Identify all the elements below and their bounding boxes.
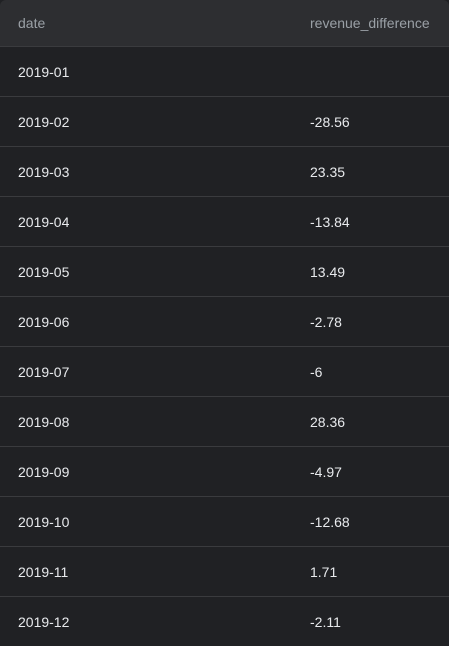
revenue-difference-cell: -2.11: [310, 613, 341, 630]
date-cell: 2019-12: [18, 613, 70, 630]
date-cell: 2019-09: [18, 463, 70, 480]
date-cell: 2019-01: [18, 63, 70, 80]
revenue-difference-cell: -2.78: [310, 313, 342, 330]
table-row[interactable]: 2019-02 -28.56: [0, 97, 449, 147]
table-row[interactable]: 2019-11 1.71: [0, 547, 449, 597]
column-header-revenue-difference[interactable]: revenue_difference: [310, 15, 430, 31]
revenue-difference-cell: 1.71: [310, 563, 338, 580]
revenue-difference-cell: -12.68: [310, 513, 350, 530]
date-cell: 2019-06: [18, 313, 70, 330]
table-row[interactable]: 2019-05 13.49: [0, 247, 449, 297]
table-row[interactable]: 2019-06 -2.78: [0, 297, 449, 347]
revenue-difference-cell: -13.84: [310, 213, 350, 230]
date-cell: 2019-08: [18, 413, 70, 430]
table-row[interactable]: 2019-08 28.36: [0, 397, 449, 447]
date-cell: 2019-03: [18, 163, 70, 180]
table-row[interactable]: 2019-01: [0, 47, 449, 97]
revenue-difference-cell: -28.56: [310, 113, 350, 130]
table-row[interactable]: 2019-12 -2.11: [0, 597, 449, 646]
date-cell: 2019-02: [18, 113, 70, 130]
table-row[interactable]: 2019-10 -12.68: [0, 497, 449, 547]
date-cell: 2019-05: [18, 263, 70, 280]
revenue-difference-cell: -6: [310, 363, 323, 380]
revenue-difference-cell: 23.35: [310, 163, 346, 180]
table-header: date revenue_difference: [0, 0, 449, 47]
column-header-date[interactable]: date: [18, 15, 46, 31]
table-row[interactable]: 2019-09 -4.97: [0, 447, 449, 497]
table-row[interactable]: 2019-07 -6: [0, 347, 449, 397]
date-cell: 2019-11: [18, 563, 69, 580]
table-row[interactable]: 2019-04 -13.84: [0, 197, 449, 247]
revenue-difference-cell: 28.36: [310, 413, 346, 430]
date-cell: 2019-04: [18, 213, 70, 230]
date-cell: 2019-07: [18, 363, 70, 380]
table-row[interactable]: 2019-03 23.35: [0, 147, 449, 197]
revenue-difference-cell: -4.97: [310, 463, 342, 480]
revenue-difference-cell: 13.49: [310, 263, 346, 280]
date-cell: 2019-10: [18, 513, 70, 530]
